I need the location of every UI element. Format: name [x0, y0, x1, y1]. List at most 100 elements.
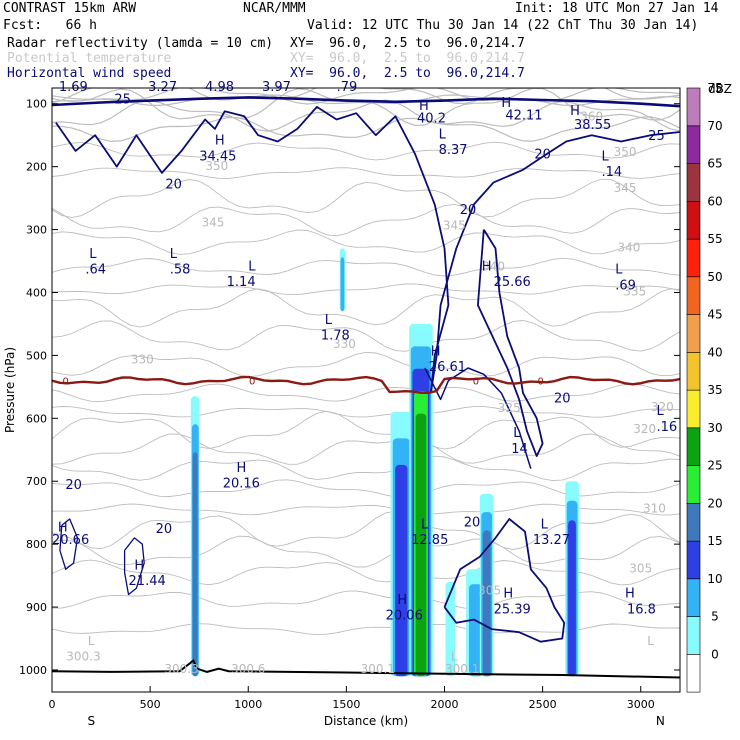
wind-extremum-label: L	[248, 259, 256, 274]
theta-extremum-label: 300.1	[361, 662, 395, 676]
theta-contour-line	[52, 203, 680, 237]
y-tick-label: 100	[26, 98, 47, 111]
x-tick-label: 0	[49, 698, 56, 711]
theta-contour-value: 350	[614, 145, 637, 159]
field-labels: 350 345 340 330 330 335 340 345 350 360 345 320 310 3…	[52, 80, 677, 676]
colorbar-swatch	[686, 616, 701, 655]
wind-extremum-label: H	[431, 344, 441, 359]
wind-extremum-label: L	[541, 517, 549, 532]
theta-contour-line	[52, 383, 680, 403]
theta-contour-line	[52, 406, 680, 418]
theta-extremum-label: 300.6	[231, 662, 265, 676]
wind-extremum-label: H	[58, 521, 68, 536]
y-axis-label: Pressure (hPa)	[3, 347, 17, 433]
freezing-level-label: 0	[473, 377, 479, 388]
y-tick-label: 600	[26, 412, 47, 425]
wind-contour-value: 20	[534, 147, 551, 162]
field-theta-xy: XY= 96.0, 2.5 to 96.0,214.7	[290, 51, 525, 66]
wind-extremum-label: 42.11	[505, 108, 542, 123]
wind-contour-value: 20	[165, 178, 182, 193]
wind-contour-value: 25	[114, 93, 131, 108]
wind-contour-value: 20	[156, 522, 173, 537]
colorbar-swatch	[686, 465, 701, 504]
theta-extremum-label: L	[88, 634, 95, 648]
plot-frame	[51, 87, 681, 693]
wind-contour-line	[55, 106, 450, 394]
wind-contour-value: 20	[554, 392, 571, 407]
theta-contour-line	[52, 99, 680, 132]
wind-contour-line	[443, 518, 566, 643]
plot-area	[52, 88, 680, 692]
wind-contours	[52, 96, 680, 643]
theta-contour-value: 345	[201, 215, 224, 229]
colorbar-tick-label: 20	[707, 496, 722, 510]
theta-contour-line	[52, 283, 680, 296]
theta-contour-line	[52, 320, 680, 352]
colorbar-swatch	[686, 578, 701, 617]
wind-contour-value: 25	[648, 129, 665, 144]
wind-extremum-label: 14	[511, 442, 528, 457]
colorbar-swatch	[686, 351, 701, 391]
wind-extremum-label: L	[656, 404, 664, 419]
wind-extremum-label: 34.45	[199, 149, 236, 164]
y-tick-label: 400	[26, 286, 47, 299]
colorbar-swatch	[686, 314, 701, 353]
wind-contour-line	[59, 518, 79, 570]
wind-contour-line	[424, 367, 532, 469]
model-title: CONTRAST 15km ARW	[3, 1, 137, 16]
theta-contour-line	[52, 433, 680, 465]
colorbar-tick-label: 15	[707, 534, 722, 548]
colorbar-tick-label: 30	[707, 421, 722, 435]
colorbar-swatch	[686, 389, 701, 429]
direction-right: N	[656, 714, 665, 728]
theta-contour-line	[52, 141, 680, 161]
wind-extremum-label: L	[89, 247, 97, 262]
colorbar-swatch	[686, 125, 701, 164]
wind-extremum-label: H	[397, 593, 407, 608]
x-tick-label: 500	[140, 698, 161, 711]
direction-left: S	[87, 714, 95, 728]
reflectivity-cell	[340, 257, 345, 312]
forecast-hour: Fcst: 66 h	[3, 18, 97, 33]
wind-extremum-label: L	[439, 127, 447, 142]
wind-extremum-label: .64	[85, 263, 106, 278]
theta-contour-value: 345	[443, 219, 466, 233]
reflectivity-cell	[192, 452, 198, 677]
reflectivity-cell	[469, 584, 483, 677]
colorbar-tick-label: 25	[707, 459, 722, 473]
field-reflectivity-xy: XY= 96.0, 2.5 to 96.0,214.7	[290, 36, 525, 51]
theta-contour-line	[52, 94, 680, 107]
colorbar: dBZ 0 5 10 15 20 25 30 35 40 45 50 55 60 65 70 75	[686, 81, 732, 693]
colorbar-tick-label: 75	[707, 81, 722, 95]
theta-extremum-label: 300.1	[445, 662, 479, 676]
theta-extremum-label: 300.3	[66, 650, 100, 664]
colorbar-tick-label: 5	[711, 610, 719, 624]
y-tick-label: 1000	[19, 664, 47, 677]
theta-extremum-label: 300.3	[164, 662, 198, 676]
colorbar-swatch	[686, 163, 701, 202]
org-label: NCAR/MMM	[243, 1, 306, 16]
colorbar-tick-label: 70	[707, 119, 722, 133]
x-tick-label: 3000	[627, 698, 655, 711]
theta-contour-value: 330	[131, 353, 154, 367]
colorbar-tick-label: 65	[707, 157, 722, 171]
wind-contour-line	[52, 96, 680, 108]
wind-extremum-label: H	[215, 134, 225, 149]
reflectivity-cell	[415, 413, 427, 677]
reflectivity-cell	[395, 464, 408, 677]
y-tick-label: 200	[26, 161, 47, 174]
wind-extremum-label: 21.44	[129, 574, 166, 589]
x-axis-label: Distance (km)	[324, 714, 408, 728]
theta-contour-value: 340	[482, 259, 505, 273]
y-tick-label: 900	[26, 601, 47, 614]
wind-extremum-label: H	[419, 99, 429, 114]
theta-extremum-label: L	[647, 634, 654, 648]
terrain	[52, 658, 680, 679]
wind-extremum-label: L	[602, 149, 610, 164]
wind-extremum-label: 38.55	[574, 118, 611, 133]
wind-extremum-label: H	[625, 587, 635, 602]
colorbar-tick-label: 35	[707, 383, 722, 397]
colorbar-tick-label: 50	[707, 270, 722, 284]
wind-extremum-label: .69	[615, 278, 636, 293]
